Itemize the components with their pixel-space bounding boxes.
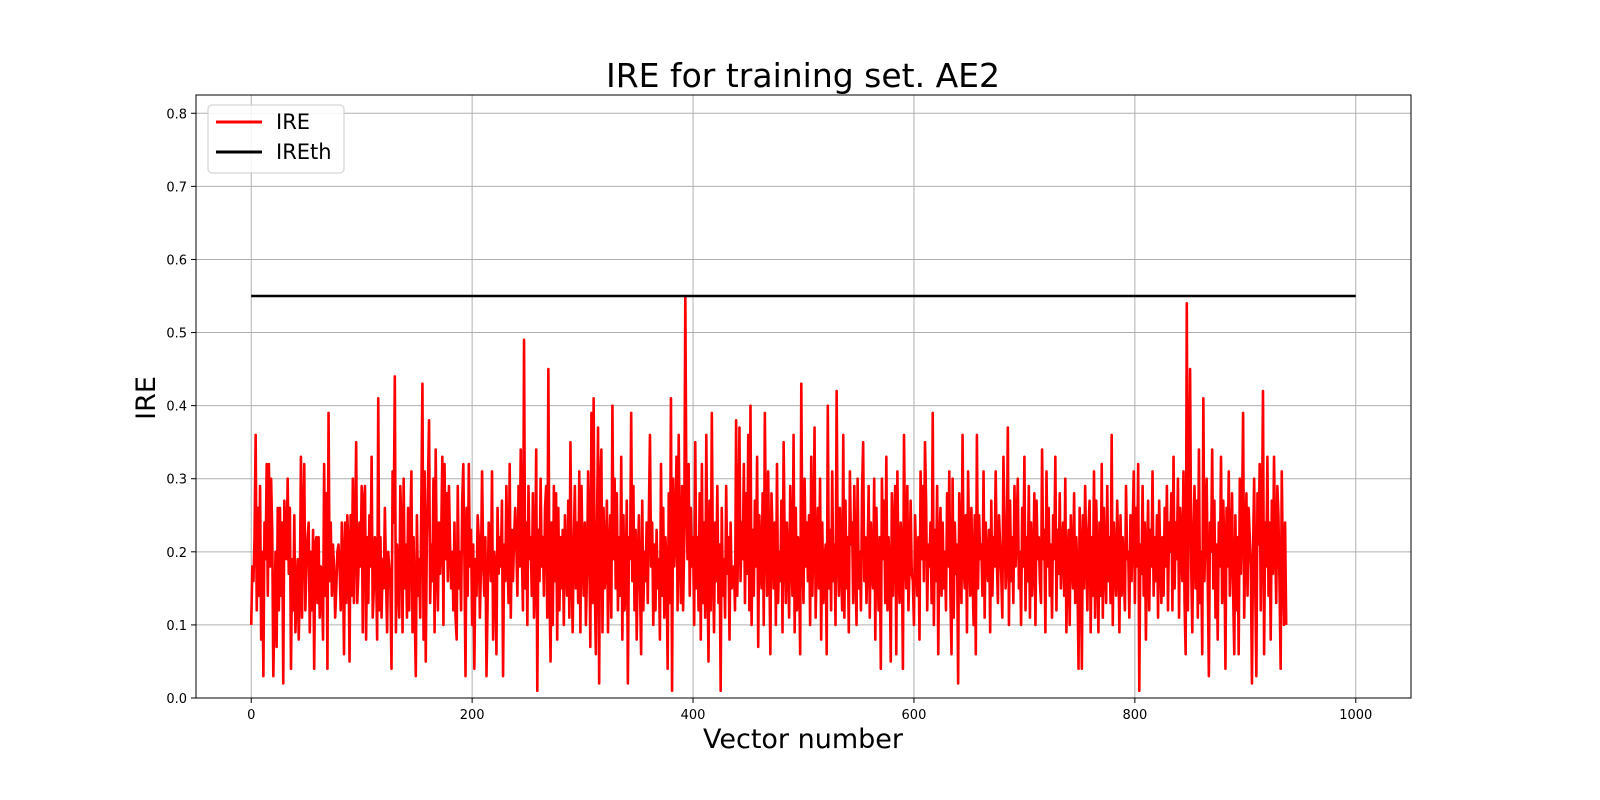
x-tick-label: 800 bbox=[1122, 708, 1147, 723]
x-axis-title: Vector number bbox=[703, 724, 904, 755]
y-tick-label: 0.2 bbox=[166, 546, 187, 561]
x-tick-label: 0 bbox=[247, 708, 255, 723]
y-tick-label: 0.0 bbox=[166, 692, 187, 707]
x-tick-label: 400 bbox=[681, 708, 706, 723]
y-tick-label: 0.5 bbox=[166, 327, 187, 342]
x-tick-label: 600 bbox=[902, 708, 927, 723]
x-tick-label: 200 bbox=[460, 708, 485, 723]
y-axis-title: IRE bbox=[131, 376, 162, 420]
x-tick-label: 1000 bbox=[1339, 708, 1372, 723]
y-tick-label: 0.7 bbox=[166, 180, 187, 195]
legend-label-ire: IRE bbox=[276, 110, 310, 134]
legend: IRE IREth bbox=[207, 104, 345, 174]
series-line-ire bbox=[249, 294, 1288, 692]
y-tick-label: 0.8 bbox=[166, 107, 187, 122]
grid bbox=[196, 95, 1411, 699]
plot-frame bbox=[195, 94, 1412, 699]
ticks: 0 200 400 600 800 1000 0.0 0.1 0.2 0.3 0.4 0.5 0.6 0.… bbox=[166, 107, 1372, 723]
legend-label-ireth: IREth bbox=[276, 140, 332, 164]
chart-title: IRE for training set. AE2 bbox=[606, 56, 1000, 95]
y-tick-label: 0.4 bbox=[166, 400, 187, 415]
y-tick-label: 0.3 bbox=[166, 473, 187, 488]
series-group bbox=[249, 294, 1356, 692]
y-tick-label: 0.6 bbox=[166, 253, 187, 268]
y-tick-label: 0.1 bbox=[166, 619, 187, 634]
